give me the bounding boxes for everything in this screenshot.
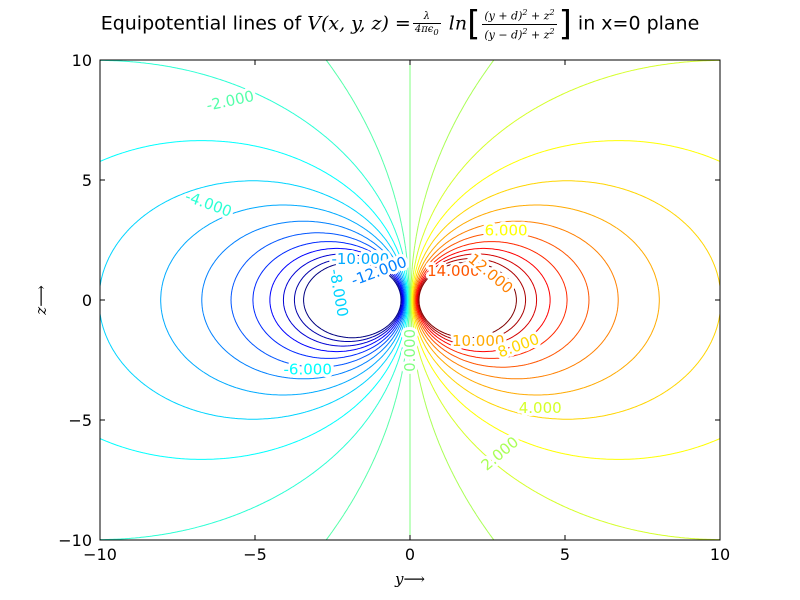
contour-line-level-neg4 xyxy=(100,60,409,540)
contour-line-level-16 xyxy=(415,241,568,359)
contour-label-halo-6: -6.000 xyxy=(284,361,332,379)
contour-label-halo-9: 14.000 xyxy=(427,262,480,280)
x-axis-label: y⟶ xyxy=(394,570,425,588)
contour-label-13: 4.000 xyxy=(519,399,562,417)
charge-markers xyxy=(376,298,444,302)
contour-line-level-neg18 xyxy=(269,247,404,353)
title-coefficient: λ 4πϵ0 xyxy=(412,11,441,38)
title-ln: ln xyxy=(448,12,468,35)
x-tick-label-0: −10 xyxy=(83,545,117,564)
contour-label-7: 0.000 xyxy=(401,329,419,372)
contour-label-halo-8: 6.000 xyxy=(485,221,528,239)
chart-title: Equipotential lines of V(x, y, z) = λ 4πϵ0… xyxy=(100,4,700,45)
contour-label-halo-11: 10.000 xyxy=(452,332,505,350)
contour-line-level-12 xyxy=(414,220,619,380)
axis-ticks: −10 −5 0 5 10 −10 −5 0 5 10 xyxy=(58,51,730,564)
contour-line-level-4 xyxy=(411,60,720,540)
title-coef-num: λ xyxy=(412,11,441,24)
title-arg-den: (y − d)2 + z2 xyxy=(484,26,555,42)
y-tick-label-0: −10 xyxy=(58,531,92,550)
contour-line-level-2 xyxy=(410,60,495,540)
title-prefix: Equipotential lines of xyxy=(100,12,302,35)
contour-line-level-10 xyxy=(413,204,660,396)
contour-line-level-6 xyxy=(411,140,720,460)
x-tick-label-3: 5 xyxy=(560,545,570,564)
contour-line-level-neg20 xyxy=(282,253,403,347)
contour-label-3: -8.000 xyxy=(326,267,352,318)
contour-label-8: 6.000 xyxy=(485,221,528,239)
title-coef-den: 4πϵ0 xyxy=(414,23,439,37)
contour-label-11: 10.000 xyxy=(452,332,505,350)
x-tick-label-2: 0 xyxy=(405,545,415,564)
x-tick-label-4: 10 xyxy=(710,545,730,564)
contour-line-level-neg10 xyxy=(160,204,407,396)
contour-line-level-neg16 xyxy=(252,241,405,359)
y-tick-label-4: 10 xyxy=(72,51,92,70)
contour-line-level-22 xyxy=(417,258,527,342)
contour-label-halo-4: -10.000 xyxy=(331,250,389,268)
contour-line-level-neg24 xyxy=(303,261,402,339)
y-axis-label: z⟶ xyxy=(32,285,50,315)
contour-line-level-neg8 xyxy=(100,180,408,420)
contour-label-4: -10.000 xyxy=(331,250,389,268)
contour-label-1: -2.000 xyxy=(205,87,256,115)
charge-marker-2 xyxy=(438,298,444,302)
contour-line-level-24 xyxy=(418,261,517,339)
contour-line-level-14 xyxy=(414,232,590,368)
y-tick-label-1: −5 xyxy=(68,411,92,430)
y-tick-label-2: 0 xyxy=(82,291,92,310)
x-tick-label-1: −5 xyxy=(243,545,267,564)
contour-line-level-8 xyxy=(412,180,720,420)
contour-line-level-neg2 xyxy=(325,60,410,540)
contour-line-level-neg6 xyxy=(100,140,409,460)
contour-label-halo-13: 4.000 xyxy=(519,399,562,417)
contour-label-halo-7: 0.000 xyxy=(401,329,419,372)
y-tick-label-3: 5 xyxy=(82,171,92,190)
title-arg-num: (y + d)2 + z2 xyxy=(482,8,557,25)
contour-line-level-neg14 xyxy=(230,232,406,368)
contour-line-level-18 xyxy=(416,247,551,353)
contour-label-6: -6.000 xyxy=(284,361,332,379)
title-function: V(x, y, z) = xyxy=(307,12,411,35)
contour-line-level-neg12 xyxy=(201,220,406,380)
contour-line-level-neg22 xyxy=(293,258,403,342)
title-suffix: in x=0 plane xyxy=(577,12,700,35)
contour-labels: -2.000-2.000-4.000-4.000-8.000-8.000-10.… xyxy=(180,84,565,477)
contour-label-9: 14.000 xyxy=(427,262,480,280)
charge-marker-1 xyxy=(376,298,382,302)
contour-lines xyxy=(100,60,720,540)
contour-label-2: -4.000 xyxy=(183,187,235,220)
contour-line-level-20 xyxy=(417,253,538,347)
title-argument: (y + d)2 + z2 (y − d)2 + z2 xyxy=(482,6,557,42)
